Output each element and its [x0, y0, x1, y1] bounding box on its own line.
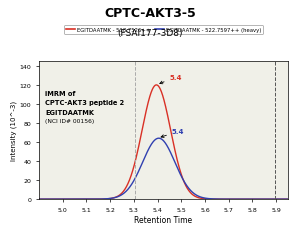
- Text: iMRM of: iMRM of: [45, 90, 75, 96]
- Text: 5.4: 5.4: [160, 75, 182, 85]
- Text: (FSAI177-3D8): (FSAI177-3D8): [117, 29, 183, 38]
- Text: 5.4: 5.4: [161, 129, 184, 138]
- Text: EGITDAATMK: EGITDAATMK: [45, 109, 94, 115]
- Text: (NCI ID# 00156): (NCI ID# 00156): [45, 119, 94, 124]
- X-axis label: Retention Time: Retention Time: [134, 215, 193, 224]
- Y-axis label: Intensity (10^-3): Intensity (10^-3): [10, 101, 17, 161]
- Text: CPTC-AKT3 peptide 2: CPTC-AKT3 peptide 2: [45, 100, 124, 106]
- Text: CPTC-AKT3-5: CPTC-AKT3-5: [104, 7, 196, 20]
- Legend: EGITDAATMK - 518.7526++, EGITDAATMK - 522.7597++ (heavy): EGITDAATMK - 518.7526++, EGITDAATMK - 52…: [64, 26, 263, 35]
